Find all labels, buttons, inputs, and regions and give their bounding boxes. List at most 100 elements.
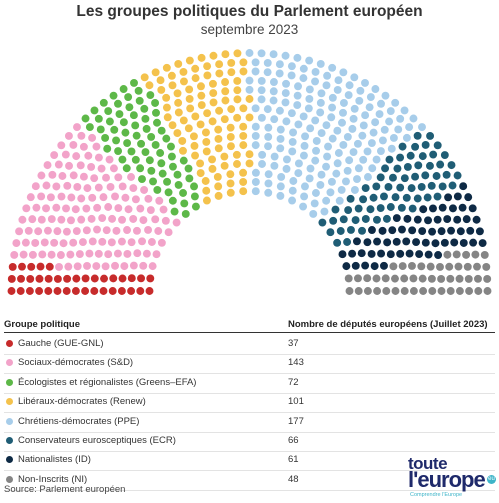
seat-dot — [109, 91, 118, 100]
seat-dot — [72, 274, 81, 283]
seat-dot — [343, 132, 352, 141]
seat-dot — [203, 109, 212, 118]
seat-dot — [353, 139, 362, 148]
seat-dot — [127, 238, 136, 247]
seat-dot — [417, 262, 426, 271]
seat-dot — [179, 67, 188, 76]
seat-dot — [214, 191, 223, 200]
seat-dot — [87, 214, 96, 223]
seat-dot — [310, 199, 319, 208]
seat-dot — [153, 185, 162, 194]
seat-dot — [446, 287, 455, 295]
seat-dot — [368, 226, 376, 234]
legend-label: Nationalistes (ID) — [18, 454, 91, 466]
seat-dot — [172, 218, 181, 227]
seat-dot — [239, 131, 248, 140]
seat-dot — [353, 237, 361, 246]
seat-dot — [239, 141, 248, 150]
seat-dot — [263, 105, 272, 114]
seat-dot — [361, 78, 369, 87]
seat-dot — [311, 77, 320, 86]
seat-dot — [227, 105, 236, 114]
seat-dot — [455, 287, 464, 295]
seat-dot — [54, 160, 63, 169]
seat-dot — [306, 124, 315, 133]
seat-dot — [329, 216, 338, 225]
seat-dot — [333, 85, 342, 94]
seat-dot — [452, 250, 461, 259]
seat-dot — [317, 89, 326, 98]
seat-dot — [148, 262, 157, 271]
seat-dot — [82, 226, 91, 235]
seat-dot — [134, 86, 143, 95]
seat-dot — [264, 188, 273, 197]
seat-dot — [112, 226, 121, 235]
seat-dot — [305, 174, 314, 183]
seat-dot — [288, 137, 297, 146]
seat-dot — [197, 91, 206, 100]
seat-dot — [281, 98, 290, 107]
seat-dot — [226, 123, 235, 132]
seat-dot — [318, 218, 327, 227]
seat-dot — [433, 192, 442, 201]
seat-dot — [440, 151, 449, 159]
seat-dot — [300, 141, 309, 150]
seat-dot — [64, 262, 73, 271]
seat-dot — [190, 192, 199, 201]
seat-dot — [102, 226, 111, 235]
seat-dot — [373, 287, 382, 295]
seat-dot — [359, 121, 368, 130]
seat-dot — [429, 204, 437, 213]
seat-dot — [464, 274, 473, 283]
seat-dot — [322, 81, 331, 90]
seat-dot — [79, 142, 88, 151]
seat-dot — [117, 287, 126, 295]
legend-label: Gauche (GUE-GNL) — [18, 338, 104, 349]
seat-dot — [239, 122, 248, 131]
seat-dot — [400, 106, 409, 115]
seat-dot — [417, 182, 426, 191]
seat-dot — [109, 274, 118, 283]
seat-dot — [403, 162, 412, 171]
seat-dot — [127, 287, 136, 295]
seat-dot — [391, 287, 400, 295]
seat-dot — [356, 86, 365, 95]
seat-dot — [407, 184, 416, 193]
seat-dot — [52, 182, 61, 191]
seat-dot — [317, 170, 326, 179]
seat-dot — [386, 107, 395, 115]
seat-dot — [359, 155, 368, 164]
seat-dot — [287, 71, 296, 80]
seat-dot — [26, 274, 35, 283]
seat-dot — [294, 169, 303, 178]
seat-dot — [90, 274, 99, 283]
seat-dot — [368, 164, 377, 173]
seat-dot — [227, 58, 236, 67]
seat-dot — [328, 134, 337, 143]
seat-dot — [389, 262, 398, 271]
seat-dot — [137, 139, 146, 148]
seat-dot — [396, 249, 405, 258]
seat-dot — [449, 204, 457, 213]
seat-dot — [202, 147, 211, 156]
seat-dot — [437, 227, 446, 236]
seat-dot — [336, 227, 345, 235]
seat-dot — [123, 226, 131, 234]
seat-dot — [35, 287, 44, 295]
seat-dot — [474, 287, 483, 295]
seat-dot — [293, 101, 302, 109]
seat-dot — [443, 250, 452, 259]
seat-dot — [287, 109, 296, 118]
seat-dot — [221, 96, 230, 105]
seat-dot — [145, 156, 154, 165]
logo-badge: eu — [487, 475, 496, 484]
seat-dot — [233, 95, 242, 104]
seat-dot — [353, 175, 361, 184]
seat-dot — [301, 182, 309, 191]
seat-dot — [81, 114, 90, 123]
seat-dot — [221, 50, 230, 59]
seat-dot — [245, 159, 254, 168]
seat-dot — [25, 287, 34, 295]
seat-dot — [191, 202, 200, 211]
seat-dot — [354, 164, 363, 173]
